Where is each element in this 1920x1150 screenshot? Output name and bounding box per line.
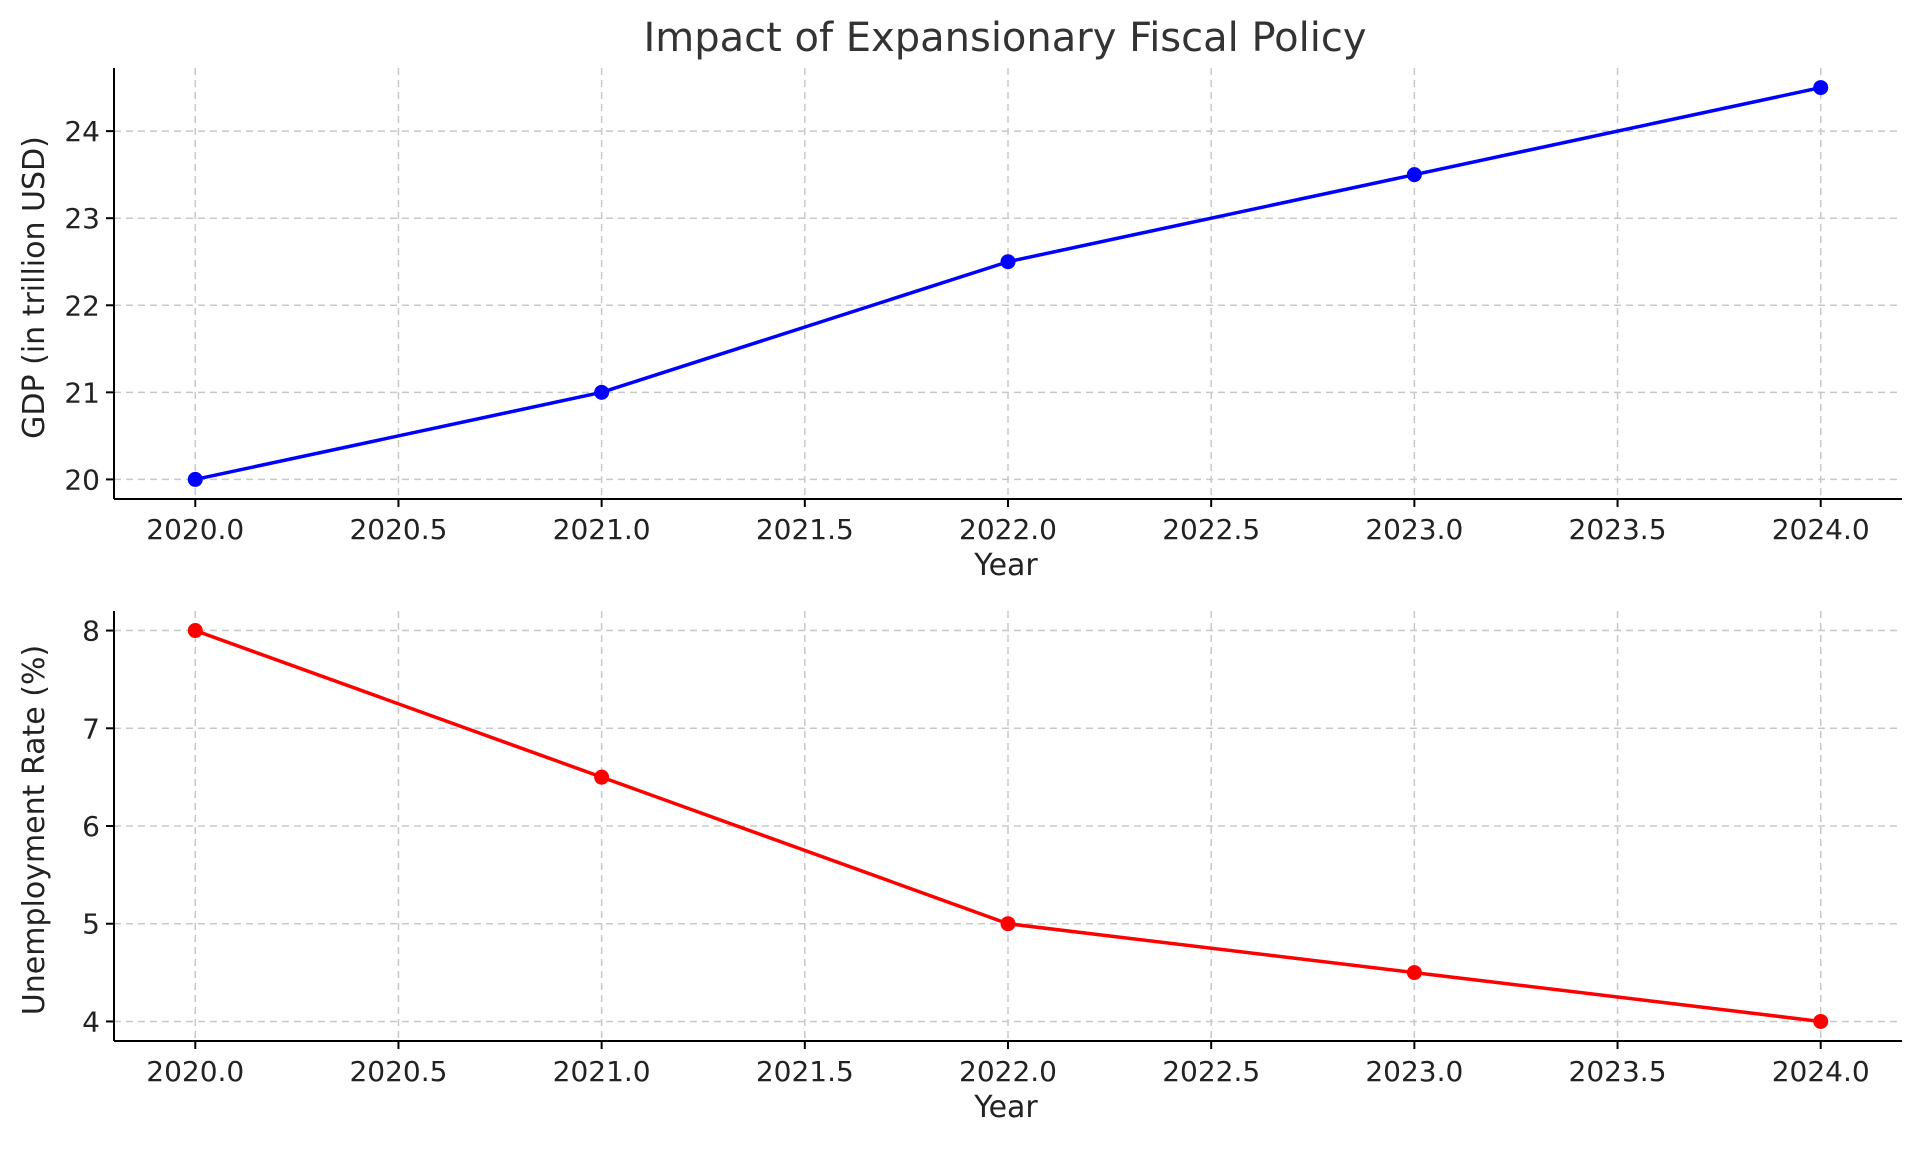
unemployment-data-point [187,623,203,639]
unemployment-data-point [1813,1013,1829,1029]
x-tick-label: 2020.5 [349,513,447,546]
x-tick-label: 2021.0 [553,513,651,546]
gdp-data-point [187,471,203,487]
x-tick-label: 2021.5 [756,513,854,546]
x-tick-label: 2023.5 [1569,1055,1667,1088]
unemployment-data-point [1406,965,1422,981]
y-axis-label: Unemployment Rate (%) [17,645,52,1015]
gdp-panel: 2020.0 2020.5 2021.0 2021.5 2022.0 2022.5 2023… [17,68,1902,583]
y-tick-label: 5 [82,908,100,941]
y-tick-label: 6 [82,810,100,843]
y-tick-label: 20 [64,463,100,496]
x-tick-label: 2023.5 [1569,513,1667,546]
y-axis-label: GDP (in trillion USD) [17,136,52,439]
y-tick-label: 7 [82,712,100,745]
x-tick-label: 2022.0 [959,513,1057,546]
x-tick-label: 2024.0 [1772,513,1870,546]
x-tick-label: 2020.0 [146,1055,244,1088]
x-tick-label: 2022.0 [959,1055,1057,1088]
gdp-data-point [594,384,610,400]
gdp-data-point [1406,167,1422,183]
x-tick-label: 2022.5 [1162,1055,1260,1088]
x-tick-label: 2023.0 [1365,1055,1463,1088]
x-tick-label: 2022.5 [1162,513,1260,546]
y-tick-label: 8 [82,615,100,648]
chart-title: Impact of Expansionary Fiscal Policy [643,15,1366,61]
x-tick-label: 2020.0 [146,513,244,546]
gdp-data-point [1000,254,1016,270]
x-tick-label: 2023.0 [1365,513,1463,546]
y-tick-label: 23 [64,202,100,235]
y-tick-label: 4 [82,1005,100,1038]
unemployment-data-point [594,769,610,785]
x-tick-label: 2021.0 [553,1055,651,1088]
x-tick-label: 2024.0 [1772,1055,1870,1088]
x-axis-label: Year [973,1090,1038,1125]
y-tick-label: 21 [64,376,100,409]
x-axis-label: Year [973,548,1038,583]
y-tick-label: 24 [64,115,100,148]
unemployment-data-point [1000,916,1016,932]
x-tick-label: 2021.5 [756,1055,854,1088]
y-tick-label: 22 [64,289,100,322]
x-tick-label: 2020.5 [349,1055,447,1088]
gdp-data-point [1813,80,1829,96]
unemployment-panel: 2020.0 2020.5 2021.0 2021.5 2022.0 2022.5 2023… [17,611,1902,1125]
